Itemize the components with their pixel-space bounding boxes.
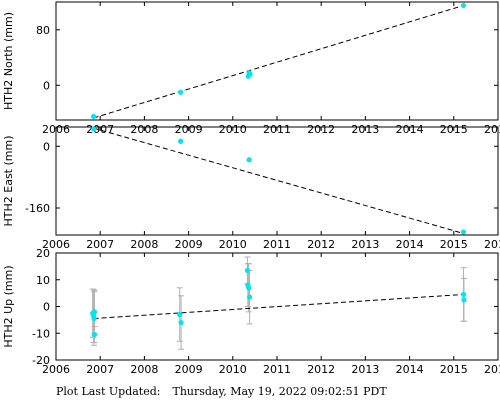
panel-1-data-point	[460, 2, 467, 9]
panel-2-frame	[55, 126, 499, 236]
panel-1-trend-line	[93, 4, 464, 119]
panel-1-data-point	[247, 71, 253, 77]
panel-2-x-tick-label: 2006	[42, 238, 70, 251]
panel-2-x-tick-label: 2007	[86, 238, 114, 251]
panel-2-x-tick-label: 2014	[396, 238, 424, 251]
panel-2-x-tick-label: 2009	[175, 238, 203, 251]
panel-2-y-tick-label: 0	[43, 140, 50, 153]
footer-timestamp: Thursday, May 19, 2022 09:02:51 PDT	[172, 385, 387, 398]
panel-3-data-point	[246, 285, 252, 291]
panel-2-x-tick-label: 2015	[440, 238, 468, 251]
panel-1-x-tick-label: 2016	[484, 123, 500, 136]
panel-3-y-tick-label: 0	[43, 301, 50, 314]
panel-1-data-point	[178, 89, 184, 95]
panel-3-x-tick-label: 2006	[42, 363, 70, 376]
footer-label: Plot Last Updated:	[56, 385, 161, 398]
panel-2-data-point	[460, 229, 467, 235]
panel-3-y-tick-label: -10	[32, 327, 50, 340]
panel-3-data-point	[244, 267, 250, 273]
panel-2-y-tick-label: -160	[25, 202, 50, 215]
panel-2-x-tick-label: 2008	[130, 238, 158, 251]
panel-3-data-point	[246, 294, 253, 300]
panel-2-x-tick-label: 2016	[484, 238, 500, 251]
panel-2-x-tick-label: 2012	[307, 238, 335, 251]
panel-3-x-tick-label: 2010	[219, 363, 247, 376]
panel-2-trend-line	[93, 127, 464, 234]
panel-3-x-tick-label: 2007	[86, 363, 114, 376]
panel-3-x-tick-label: 2013	[351, 363, 379, 376]
panel-2-data-point	[246, 157, 252, 163]
panel-1-y-axis-label: HTH2 North (mm)	[2, 12, 15, 110]
panel-3-data-point	[177, 311, 183, 318]
panel-3-data-point	[91, 309, 98, 315]
panel-3-y-tick-label: 20	[36, 247, 50, 260]
panel-3-x-tick-label: 2008	[130, 363, 158, 376]
panel-3-x-tick-label: 2012	[307, 363, 335, 376]
panel-3-data-point	[91, 331, 98, 338]
panel-2-x-tick-label: 2013	[351, 238, 379, 251]
panel-3-x-tick-label: 2016	[484, 363, 500, 376]
panel-2-x-tick-label: 2010	[219, 238, 247, 251]
panel-2-data-point	[90, 126, 97, 132]
panel-3-frame	[55, 252, 499, 361]
panel-2-data-point	[178, 138, 184, 144]
panel-1-y-tick-label: 0	[43, 79, 50, 92]
panel-3-data-point	[460, 291, 467, 298]
panel-3-trend-line	[93, 293, 464, 320]
panel-3-x-tick-label: 2015	[440, 363, 468, 376]
panel-1-y-tick-label: 80	[36, 24, 50, 37]
panel-3-x-tick-label: 2014	[396, 363, 424, 376]
panel-1-frame	[55, 1, 499, 121]
plot-footer: Plot Last Updated: Thursday, May 19, 2022…	[56, 385, 387, 398]
panel-3-y-tick-label: -20	[32, 354, 50, 367]
panel-3-x-tick-label: 2009	[175, 363, 203, 376]
panel-2-x-tick-label: 2011	[263, 238, 291, 251]
panel-3-y-tick-label: 10	[36, 274, 50, 287]
panel-3-x-tick-label: 2011	[263, 363, 291, 376]
panel-3-data-point	[91, 315, 97, 322]
panel-1-data-point	[90, 113, 97, 120]
panel-3-y-axis-label: HTH2 Up (mm)	[2, 265, 15, 347]
panel-2-y-axis-label: HTH2 East (mm)	[2, 135, 15, 226]
panel-3-data-point	[461, 297, 467, 303]
panel-3-data-point	[178, 319, 184, 326]
